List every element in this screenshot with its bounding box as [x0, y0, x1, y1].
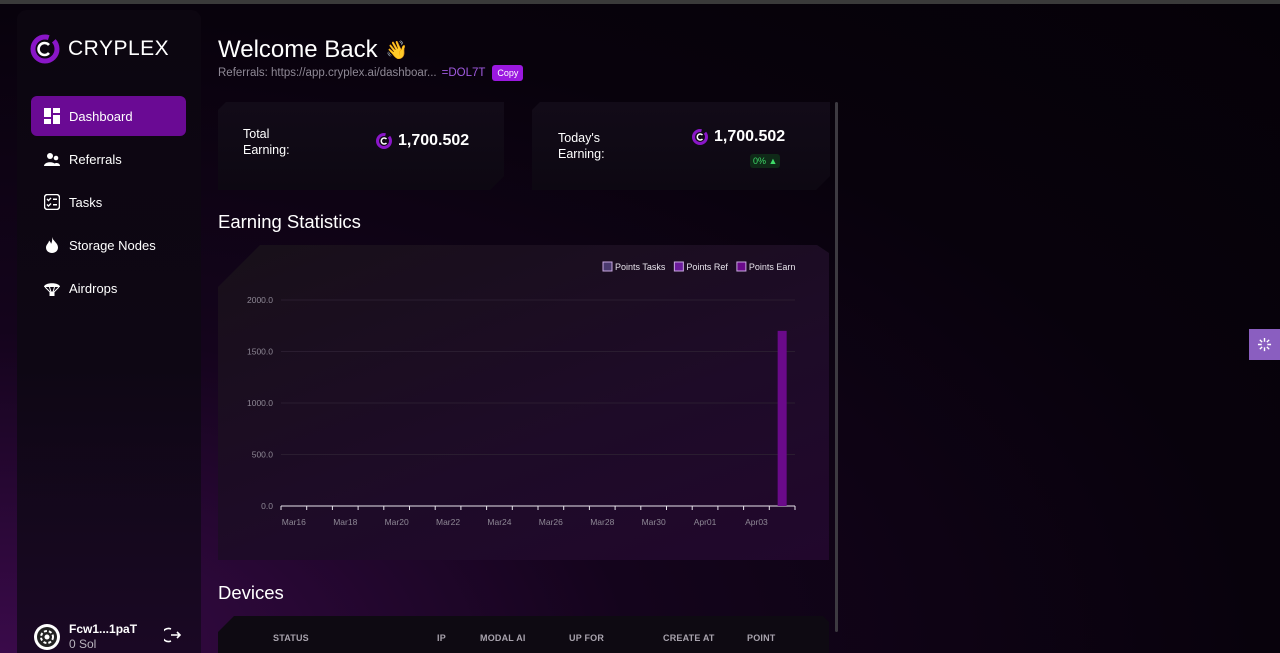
total-earning-label: Total Earning: — [243, 127, 290, 157]
column-header-point[interactable]: POINT — [747, 633, 776, 643]
total-earning-value-row: 1,700.502 — [376, 132, 469, 150]
devices-table: STATUS IP MODAL AI UP FOR CREATE AT POIN… — [218, 616, 829, 653]
sidebar-item-label: Tasks — [69, 194, 103, 210]
copy-referral-button[interactable]: Copy — [492, 65, 524, 81]
sidebar-item-label: Dashboard — [69, 108, 133, 124]
sidebar: CRYPLEX Dashboard Referrals Tasks Storag… — [17, 10, 201, 653]
earning-chart: 2000.0 1500.0 1000.0 500.0 0.0 Mar16 Mar18 Mar2… — [218, 245, 829, 560]
legend-swatch — [737, 262, 746, 271]
sidebar-item-storage-nodes[interactable]: Storage Nodes — [31, 225, 186, 265]
legend-label: Points Ref — [686, 262, 728, 272]
x-tick-label: Mar20 — [385, 517, 409, 527]
bar-points-earn — [778, 331, 787, 506]
avatar-pattern-icon — [37, 626, 57, 647]
y-tick-label: 500.0 — [252, 450, 274, 460]
x-tick-label: Apr03 — [745, 517, 768, 527]
today-earning-value-row: 1,700.502 — [692, 128, 785, 146]
y-tick-label: 1000.0 — [247, 398, 273, 408]
x-tick-label: Mar26 — [539, 517, 563, 527]
today-earning-label: Today's Earning: — [558, 131, 605, 161]
welcome-text: Welcome Back — [218, 36, 378, 63]
y-tick-label: 2000.0 — [247, 295, 273, 305]
avatar[interactable] — [34, 623, 60, 650]
sidebar-item-label: Airdrops — [69, 280, 118, 296]
today-earning-value: 1,700.502 — [714, 128, 786, 145]
x-tick-label: Mar28 — [590, 517, 614, 527]
user-balance: 0 Sol — [69, 637, 97, 651]
referral-link-row: Referrals: https://app.cryplex.ai/dashbo… — [218, 65, 524, 81]
legend-swatch — [674, 262, 683, 271]
total-earning-value: 1,700.502 — [398, 132, 470, 149]
logout-icon[interactable] — [164, 626, 182, 644]
x-tick-label: Mar24 — [487, 517, 511, 527]
waving-hand-icon: 👋 — [385, 39, 409, 60]
referral-link[interactable]: Referrals: https://app.cryplex.ai/dashbo… — [218, 67, 437, 79]
brand-name: CRYPLEX — [68, 37, 170, 60]
floating-widget-button[interactable] — [1249, 329, 1280, 360]
parachute-icon — [43, 279, 61, 297]
cryplex-logo-icon — [30, 34, 60, 64]
earning-chart-panel: 2000.0 1500.0 1000.0 500.0 0.0 Mar16 Mar18 Mar2… — [218, 245, 829, 560]
column-header-up-for[interactable]: UP FOR — [569, 633, 605, 643]
user-account: Fcw1...1paT 0 Sol — [34, 622, 182, 651]
x-tick-label: Mar22 — [436, 517, 460, 527]
sidebar-item-airdrops[interactable]: Airdrops — [31, 268, 186, 308]
today-earning-card: Today's Earning: 1,700.502 0% ▲ — [532, 102, 830, 190]
tasks-icon — [43, 193, 61, 211]
total-earning-card: Total Earning: 1,700.502 — [218, 102, 504, 190]
change-value: 0% — [753, 156, 767, 166]
coin-icon — [376, 133, 392, 149]
y-tick-label: 1500.0 — [247, 347, 273, 357]
column-header-create-at[interactable]: CREATE AT — [663, 633, 715, 643]
earning-statistics-title: Earning Statistics — [218, 211, 361, 232]
x-tick-label: Mar18 — [333, 517, 357, 527]
flame-icon — [43, 236, 61, 254]
dashboard-icon — [43, 107, 61, 125]
x-tick-label: Apr01 — [694, 517, 717, 527]
column-header-status[interactable]: STATUS — [273, 633, 309, 643]
column-header-modal-ai[interactable]: MODAL AI — [480, 633, 526, 643]
sidebar-nav: Dashboard Referrals Tasks Storage Nodes … — [31, 96, 186, 311]
sidebar-item-dashboard[interactable]: Dashboard — [31, 96, 186, 136]
sidebar-item-referrals[interactable]: Referrals — [31, 139, 186, 179]
content-scrollbar[interactable] — [835, 102, 838, 632]
arrow-up-icon: ▲ — [768, 156, 778, 166]
legend-swatch — [603, 262, 612, 271]
legend-label: Points Tasks — [615, 262, 666, 272]
referral-code: =DOL7T — [441, 67, 486, 79]
users-icon — [43, 150, 61, 168]
legend-label: Points Earn — [749, 262, 796, 272]
coin-icon — [692, 129, 708, 145]
user-wallet-address: Fcw1...1paT — [69, 622, 138, 636]
column-header-ip[interactable]: IP — [437, 633, 446, 643]
page-title: Welcome Back 👋 — [218, 36, 408, 64]
sidebar-item-label: Storage Nodes — [69, 237, 156, 253]
sidebar-item-tasks[interactable]: Tasks — [31, 182, 186, 222]
sparkle-icon — [1257, 337, 1272, 352]
x-tick-label: Mar30 — [642, 517, 666, 527]
change-badge: 0% ▲ — [750, 154, 780, 168]
window-top-border — [0, 0, 1280, 4]
brand-logo[interactable]: CRYPLEX — [30, 34, 169, 64]
devices-title: Devices — [218, 582, 284, 603]
x-tick-label: Mar16 — [282, 517, 306, 527]
sidebar-item-label: Referrals — [69, 151, 122, 167]
y-tick-label: 0.0 — [261, 501, 273, 511]
